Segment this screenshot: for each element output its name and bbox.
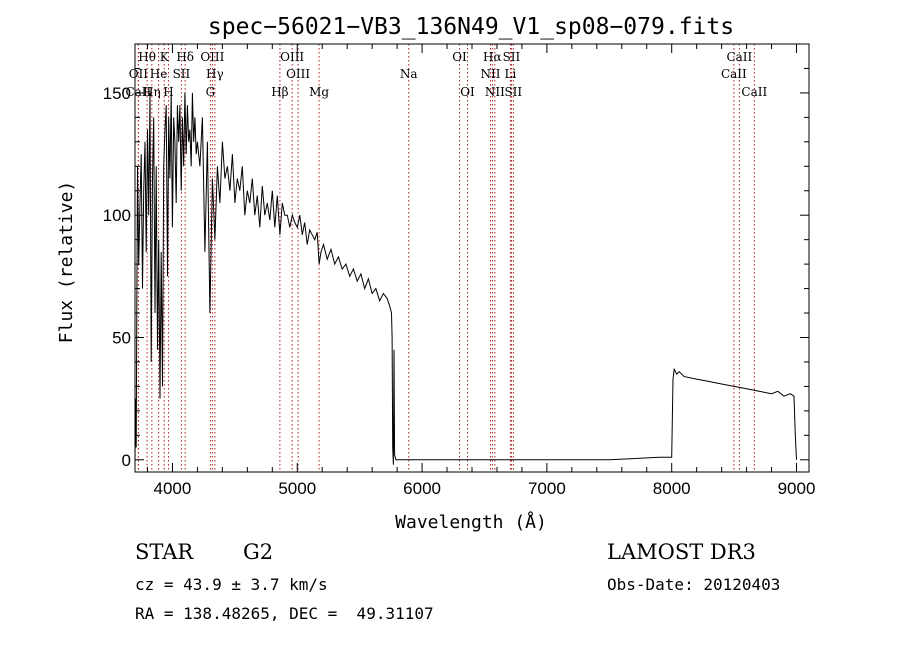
line-label-23: Li <box>505 67 517 81</box>
line-label-10: Hγ <box>206 67 224 81</box>
line-label-22: SII <box>503 50 521 64</box>
x-tick-label-4000: 4000 <box>154 479 192 498</box>
y-tick-label-0: 0 <box>122 451 131 470</box>
obs-date: Obs-Date: 20120403 <box>607 575 781 594</box>
line-label-11: G <box>206 85 216 99</box>
line-label-0: Hθ <box>138 50 156 64</box>
line-label-6: H <box>163 85 173 99</box>
line-label-1: OII <box>129 67 149 81</box>
y-axis-label: Flux (relative) <box>56 181 77 344</box>
x-axis-label: Wavelength (Å) <box>395 511 547 533</box>
line-label-21: NII <box>485 85 505 99</box>
line-label-4: He <box>150 67 168 81</box>
line-label-13: OIII <box>280 50 304 64</box>
line-label-16: Na <box>400 67 418 81</box>
x-tick-label-8000: 8000 <box>653 479 691 498</box>
line-label-17: OI <box>452 50 467 64</box>
line-label-15: Mg <box>309 85 329 99</box>
line-label-14: OIII <box>286 67 310 81</box>
ra-dec: RA = 138.48265, DEC = 49.31107 <box>135 604 434 623</box>
plot-frame <box>134 43 810 473</box>
x-tick-label-9000: 9000 <box>778 479 816 498</box>
line-label-3: Hη <box>143 85 161 99</box>
line-label-2: CaII <box>125 85 151 99</box>
line-label-27: CaII <box>741 85 767 99</box>
line-label-19: Hα <box>483 50 502 64</box>
line-label-5: K <box>160 50 170 64</box>
line-label-8: Hδ <box>176 50 194 64</box>
line-label-25: CaII <box>726 50 752 64</box>
chart-title: spec−56021−VB3_136N49_V1_sp08−079.fits <box>208 14 734 40</box>
x-tick-label-5000: 5000 <box>278 479 316 498</box>
line-label-20: NII <box>480 67 500 81</box>
redshift-cz: cz = 43.9 ± 3.7 km/s <box>135 575 328 594</box>
object-class: STAR <box>135 540 194 564</box>
line-label-7: SII <box>173 67 191 81</box>
y-tick-label-100: 100 <box>103 206 131 225</box>
line-label-24: SII <box>504 85 522 99</box>
line-label-18: OI <box>460 85 475 99</box>
flux-line <box>134 92 797 465</box>
y-tick-label-50: 50 <box>112 328 131 347</box>
x-tick-label-7000: 7000 <box>528 479 566 498</box>
object-subclass: G2 <box>243 540 274 564</box>
x-tick-label-6000: 6000 <box>403 479 441 498</box>
survey-name: LAMOST DR3 <box>607 540 756 564</box>
line-label-12: Hβ <box>271 85 288 99</box>
line-label-9: OIII <box>200 50 224 64</box>
line-label-26: CaII <box>721 67 747 81</box>
y-tick-label-150: 150 <box>103 84 131 103</box>
